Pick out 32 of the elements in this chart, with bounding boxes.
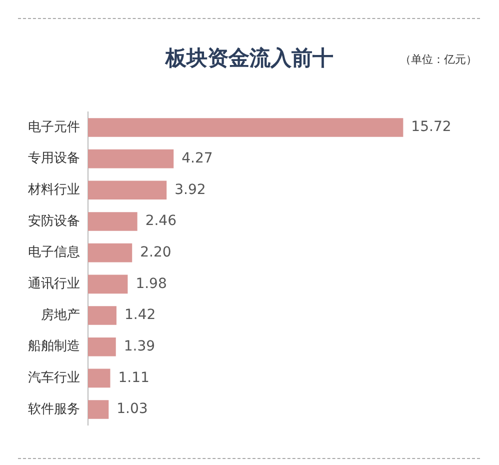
data-label: 1.42 <box>124 307 156 324</box>
chart-title: 板块资金流入前十 <box>166 46 334 70</box>
y-tick-label: 汽车行业 <box>28 370 80 386</box>
bar <box>88 180 167 200</box>
data-label: 3.92 <box>174 182 206 198</box>
data-label: 15.72 <box>411 119 452 136</box>
text: （单位：亿元） <box>400 52 477 67</box>
bar <box>88 274 128 294</box>
data-label: 4.27 <box>182 150 213 166</box>
y-tick-label: 材料行业 <box>27 182 80 198</box>
data-label: 2.46 <box>145 213 177 230</box>
bar <box>88 306 116 325</box>
bar <box>88 337 116 356</box>
y-tick-label: 船舶制造 <box>28 339 80 354</box>
y-tick-label: 通讯行业 <box>28 276 80 292</box>
bar <box>88 243 132 262</box>
y-tick-label: 软件服务 <box>28 402 80 417</box>
y-tick-label: 房地产 <box>41 306 80 323</box>
data-label: 1.03 <box>116 401 148 418</box>
y-tick-label: 电子元件 <box>28 120 80 135</box>
bar <box>88 149 174 168</box>
data-label: 1.11 <box>118 370 150 386</box>
y-tick-label: 安防设备 <box>28 212 80 229</box>
bar <box>88 118 404 137</box>
y-tick-label: 电子信息 <box>28 245 80 260</box>
data-label: 1.98 <box>136 276 167 292</box>
bar <box>88 400 109 419</box>
data-label: 1.39 <box>124 338 156 354</box>
bar <box>88 368 110 388</box>
bar <box>88 212 138 231</box>
data-label: 2.20 <box>140 244 172 260</box>
y-tick-label: 专用设备 <box>28 151 80 166</box>
